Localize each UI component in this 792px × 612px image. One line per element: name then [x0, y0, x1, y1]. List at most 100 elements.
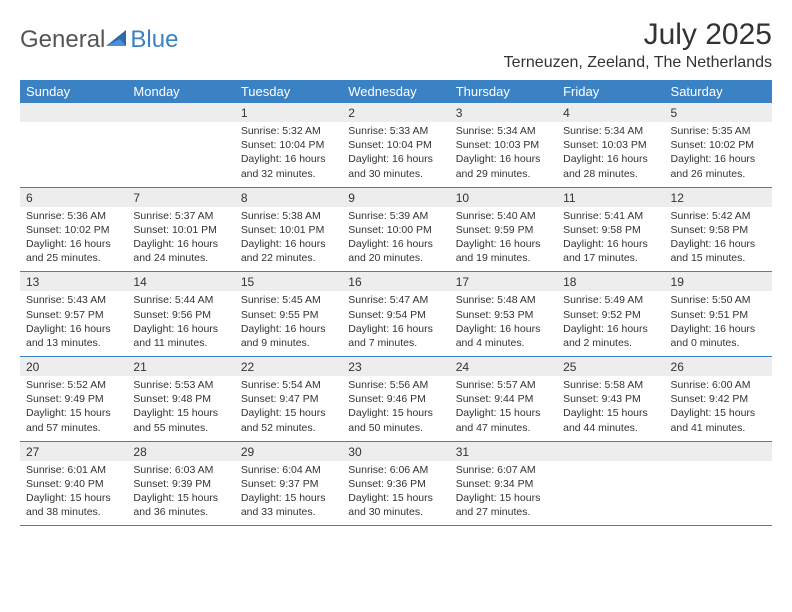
daynum-row: 6789101112 [20, 187, 772, 207]
day-detail-cell: Sunrise: 6:04 AMSunset: 9:37 PMDaylight:… [235, 461, 342, 526]
sunrise-line: Sunrise: 6:07 AM [456, 464, 536, 476]
sunrise-line: Sunrise: 5:34 AM [563, 125, 643, 137]
sunrise-line: Sunrise: 6:06 AM [348, 464, 428, 476]
day-detail-cell: Sunrise: 5:53 AMSunset: 9:48 PMDaylight:… [127, 376, 234, 441]
weekday-wednesday: Wednesday [342, 80, 449, 103]
sunset-line: Sunset: 10:03 PM [456, 139, 539, 151]
sunset-line: Sunset: 9:54 PM [348, 309, 426, 321]
day-number-cell: 14 [127, 272, 234, 292]
day-number-cell [665, 441, 772, 461]
daylight-line: Daylight: 16 hours and 20 minutes. [348, 238, 433, 264]
daylight-line: Daylight: 15 hours and 50 minutes. [348, 407, 433, 433]
sunset-line: Sunset: 9:48 PM [133, 393, 211, 405]
day-number-cell: 12 [665, 187, 772, 207]
day-detail-cell: Sunrise: 6:06 AMSunset: 9:36 PMDaylight:… [342, 461, 449, 526]
title-block: July 2025 Terneuzen, Zeeland, The Nether… [504, 18, 772, 72]
day-detail-cell: Sunrise: 5:39 AMSunset: 10:00 PMDaylight… [342, 207, 449, 272]
daylight-line: Daylight: 16 hours and 26 minutes. [671, 153, 756, 179]
day-number-cell [127, 103, 234, 122]
day-detail-cell: Sunrise: 5:42 AMSunset: 9:58 PMDaylight:… [665, 207, 772, 272]
day-number-cell: 22 [235, 357, 342, 377]
day-detail-cell: Sunrise: 5:56 AMSunset: 9:46 PMDaylight:… [342, 376, 449, 441]
sunset-line: Sunset: 9:34 PM [456, 478, 534, 490]
daylight-line: Daylight: 16 hours and 11 minutes. [133, 323, 218, 349]
day-detail-cell: Sunrise: 5:34 AMSunset: 10:03 PMDaylight… [450, 122, 557, 187]
day-number-cell: 8 [235, 187, 342, 207]
sunrise-line: Sunrise: 5:56 AM [348, 379, 428, 391]
day-detail-cell: Sunrise: 5:49 AMSunset: 9:52 PMDaylight:… [557, 291, 664, 356]
sunset-line: Sunset: 9:39 PM [133, 478, 211, 490]
sunset-line: Sunset: 9:57 PM [26, 309, 104, 321]
day-number-cell: 3 [450, 103, 557, 122]
sunset-line: Sunset: 10:02 PM [671, 139, 754, 151]
location-subtitle: Terneuzen, Zeeland, The Netherlands [504, 54, 772, 72]
sunset-line: Sunset: 9:59 PM [456, 224, 534, 236]
day-detail-cell: Sunrise: 6:01 AMSunset: 9:40 PMDaylight:… [20, 461, 127, 526]
weekday-tuesday: Tuesday [235, 80, 342, 103]
daynum-row: 12345 [20, 103, 772, 122]
sunset-line: Sunset: 10:04 PM [348, 139, 431, 151]
sunset-line: Sunset: 9:53 PM [456, 309, 534, 321]
detail-row: Sunrise: 5:32 AMSunset: 10:04 PMDaylight… [20, 122, 772, 187]
day-detail-cell [127, 122, 234, 187]
sunset-line: Sunset: 9:47 PM [241, 393, 319, 405]
weekday-sunday: Sunday [20, 80, 127, 103]
calendar-body: 12345Sunrise: 5:32 AMSunset: 10:04 PMDay… [20, 103, 772, 526]
day-detail-cell: Sunrise: 5:45 AMSunset: 9:55 PMDaylight:… [235, 291, 342, 356]
daylight-line: Daylight: 16 hours and 7 minutes. [348, 323, 433, 349]
daylight-line: Daylight: 15 hours and 57 minutes. [26, 407, 111, 433]
brand-part2: Blue [130, 26, 178, 54]
brand-triangle-icon [106, 28, 128, 53]
calendar-table: Sunday Monday Tuesday Wednesday Thursday… [20, 80, 772, 526]
weekday-thursday: Thursday [450, 80, 557, 103]
daylight-line: Daylight: 15 hours and 47 minutes. [456, 407, 541, 433]
day-detail-cell: Sunrise: 5:52 AMSunset: 9:49 PMDaylight:… [20, 376, 127, 441]
sunrise-line: Sunrise: 5:44 AM [133, 294, 213, 306]
sunset-line: Sunset: 9:36 PM [348, 478, 426, 490]
daylight-line: Daylight: 16 hours and 29 minutes. [456, 153, 541, 179]
page-header: General Blue July 2025 Terneuzen, Zeelan… [20, 18, 772, 72]
daylight-line: Daylight: 15 hours and 27 minutes. [456, 492, 541, 518]
sunrise-line: Sunrise: 5:40 AM [456, 210, 536, 222]
day-number-cell: 29 [235, 441, 342, 461]
weekday-saturday: Saturday [665, 80, 772, 103]
sunset-line: Sunset: 9:40 PM [26, 478, 104, 490]
day-detail-cell [20, 122, 127, 187]
calendar-page: General Blue July 2025 Terneuzen, Zeelan… [0, 0, 792, 526]
daylight-line: Daylight: 16 hours and 28 minutes. [563, 153, 648, 179]
day-detail-cell: Sunrise: 5:38 AMSunset: 10:01 PMDaylight… [235, 207, 342, 272]
daylight-line: Daylight: 16 hours and 4 minutes. [456, 323, 541, 349]
day-number-cell: 17 [450, 272, 557, 292]
sunrise-line: Sunrise: 5:52 AM [26, 379, 106, 391]
sunset-line: Sunset: 10:03 PM [563, 139, 646, 151]
sunset-line: Sunset: 10:01 PM [133, 224, 216, 236]
sunrise-line: Sunrise: 5:47 AM [348, 294, 428, 306]
sunrise-line: Sunrise: 5:33 AM [348, 125, 428, 137]
daylight-line: Daylight: 16 hours and 19 minutes. [456, 238, 541, 264]
sunrise-line: Sunrise: 5:36 AM [26, 210, 106, 222]
sunset-line: Sunset: 10:02 PM [26, 224, 109, 236]
daynum-row: 20212223242526 [20, 357, 772, 377]
brand-part1: General [20, 26, 105, 54]
weekday-header-row: Sunday Monday Tuesday Wednesday Thursday… [20, 80, 772, 103]
sunrise-line: Sunrise: 5:42 AM [671, 210, 751, 222]
day-detail-cell: Sunrise: 5:50 AMSunset: 9:51 PMDaylight:… [665, 291, 772, 356]
sunrise-line: Sunrise: 5:35 AM [671, 125, 751, 137]
sunset-line: Sunset: 9:58 PM [563, 224, 641, 236]
day-number-cell: 19 [665, 272, 772, 292]
day-number-cell: 16 [342, 272, 449, 292]
detail-row: Sunrise: 6:01 AMSunset: 9:40 PMDaylight:… [20, 461, 772, 526]
detail-row: Sunrise: 5:52 AMSunset: 9:49 PMDaylight:… [20, 376, 772, 441]
sunrise-line: Sunrise: 5:50 AM [671, 294, 751, 306]
sunrise-line: Sunrise: 5:41 AM [563, 210, 643, 222]
day-detail-cell: Sunrise: 5:37 AMSunset: 10:01 PMDaylight… [127, 207, 234, 272]
detail-row: Sunrise: 5:36 AM Sunset: 10:02 PM Daylight… [20, 207, 772, 272]
daylight-line: Daylight: 15 hours and 38 minutes. [26, 492, 111, 518]
day-number-cell: 9 [342, 187, 449, 207]
day-number-cell: 18 [557, 272, 664, 292]
daylight-line: Daylight: 16 hours and 24 minutes. [133, 238, 218, 264]
sunrise-line: Sunrise: 5:38 AM [241, 210, 321, 222]
day-detail-cell: Sunrise: 5:44 AMSunset: 9:56 PMDaylight:… [127, 291, 234, 356]
day-number-cell: 13 [20, 272, 127, 292]
sunset-line: Sunset: 10:01 PM [241, 224, 324, 236]
